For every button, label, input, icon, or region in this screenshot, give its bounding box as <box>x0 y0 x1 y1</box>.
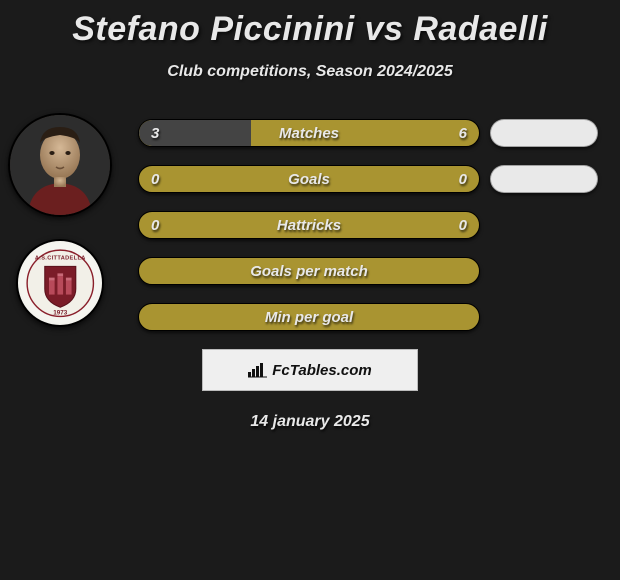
badge-year: 1973 <box>53 309 68 316</box>
right-pill-2 <box>490 165 598 193</box>
stat-label: Hattricks <box>139 212 479 239</box>
stat-right-value: 0 <box>459 166 467 193</box>
shield-icon: A.S.CITTADELLA 1973 <box>25 248 96 319</box>
badge-top-text: A.S.CITTADELLA <box>35 255 86 261</box>
club-badge: A.S.CITTADELLA 1973 <box>16 239 104 327</box>
stat-label: Min per goal <box>139 304 479 331</box>
stat-row-matches: 3 Matches 6 <box>138 119 480 153</box>
stat-row-hattricks: 0 Hattricks 0 <box>138 211 480 245</box>
stat-row-goals-per-match: Goals per match <box>138 257 480 291</box>
attribution: FcTables.com <box>202 349 418 391</box>
stat-label: Matches <box>139 120 479 147</box>
stat-row-goals: 0 Goals 0 <box>138 165 480 199</box>
person-icon <box>10 115 110 215</box>
player-avatar <box>8 113 112 217</box>
bar-chart-icon <box>248 362 268 378</box>
stat-row-min-per-goal: Min per goal <box>138 303 480 337</box>
right-pill-1 <box>490 119 598 147</box>
attribution-text: FcTables.com <box>272 362 371 379</box>
page-title: Stefano Piccinini vs Radaelli <box>0 0 620 49</box>
stat-right-value: 0 <box>459 212 467 239</box>
stat-label: Goals per match <box>139 258 479 285</box>
stat-bars: 3 Matches 6 0 Goals 0 0 Hattricks 0 <box>138 119 480 337</box>
stat-label: Goals <box>139 166 479 193</box>
subtitle: Club competitions, Season 2024/2025 <box>0 63 620 81</box>
stats-area: A.S.CITTADELLA 1973 3 Matches 6 0 <box>0 119 620 337</box>
stat-right-value: 6 <box>459 120 467 147</box>
date: 14 january 2025 <box>0 413 620 431</box>
